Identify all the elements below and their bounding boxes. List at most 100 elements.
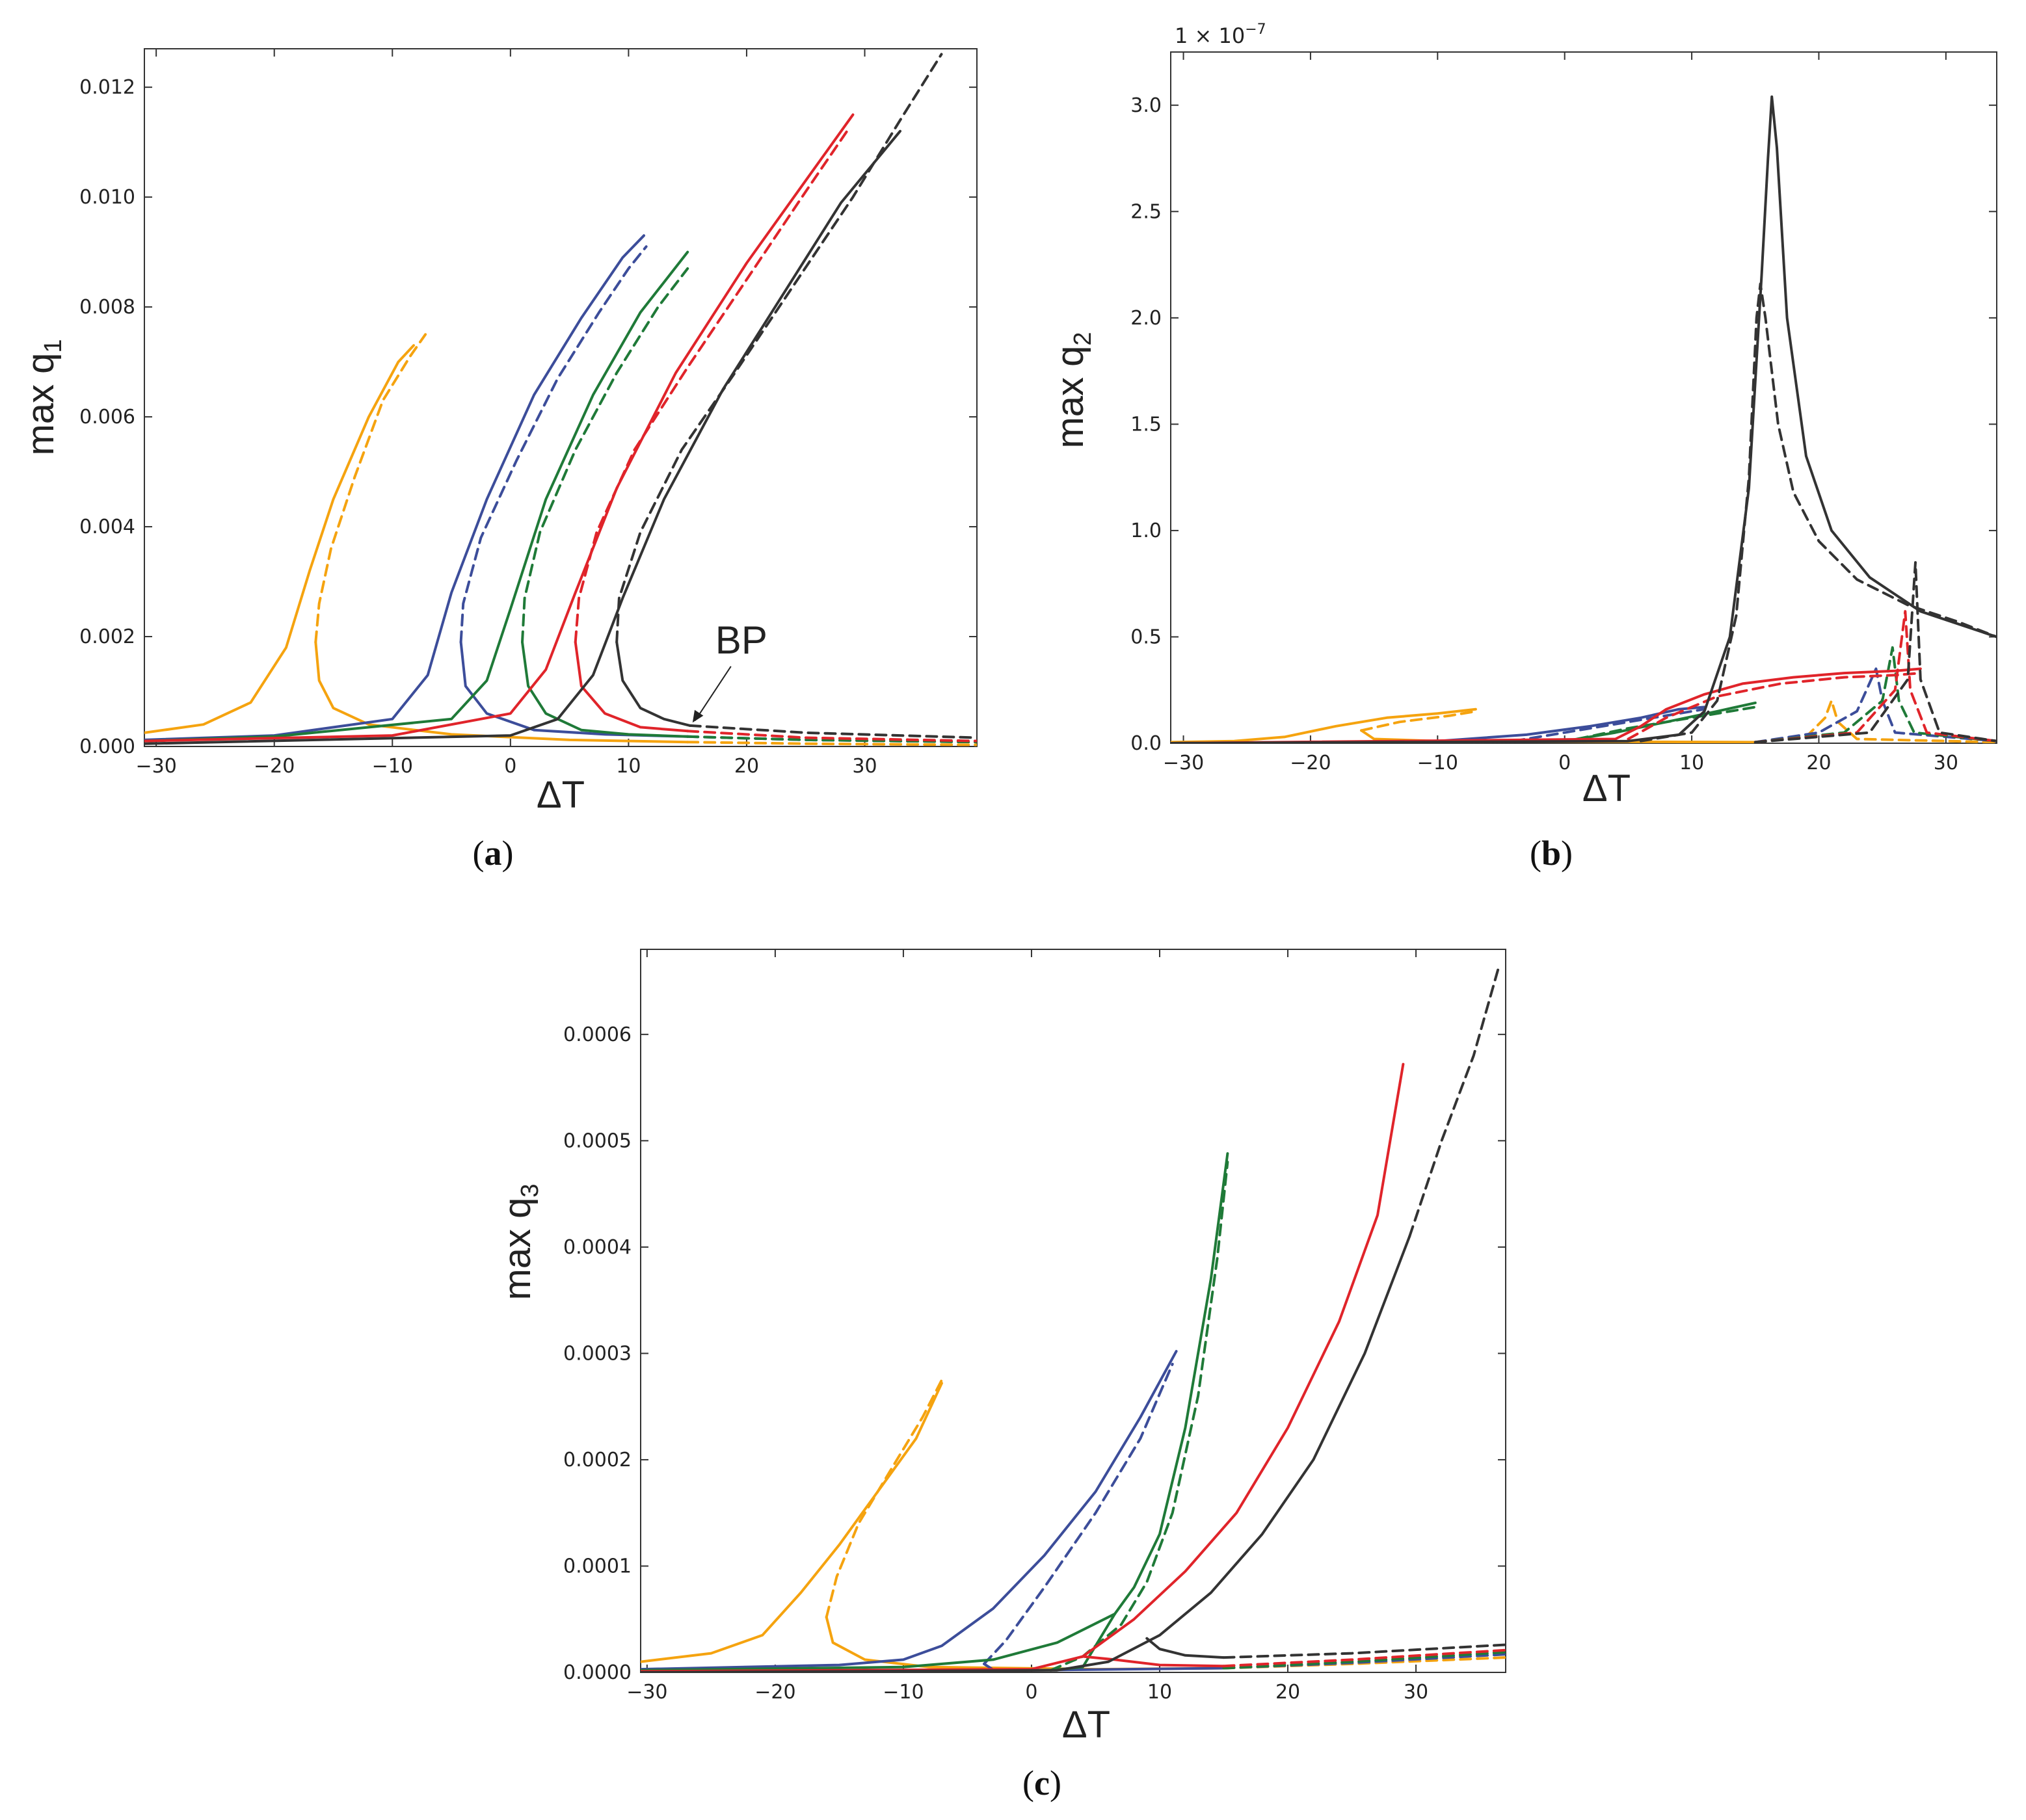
panel-b-xlabel: ΔT — [1582, 767, 1631, 810]
panel-a-ticks: −30 −20 −10 0 10 20 30 0.000 0.002 0.004 0.006 0.00… — [79, 49, 977, 778]
panel-b-exponent-power: −7 — [1245, 21, 1266, 38]
panel-c-xlabel: ΔT — [1062, 1704, 1110, 1746]
panel-b-curves — [1171, 95, 1997, 743]
panel-a-xlabel: ΔT — [537, 774, 585, 816]
panel-c-lines — [641, 964, 1506, 1672]
series-a-black-solid — [144, 129, 901, 745]
panel-c-xtick-label: 30 — [1404, 1681, 1428, 1704]
panel-b-ytick-label: 1.5 — [1130, 413, 1162, 436]
panel-b-ticks: −30 −20 −10 0 10 20 30 0.0 0.5 1.0 1.5 2.0 2.5 3.0 — [1130, 52, 1997, 774]
panel-a-caption: (a) — [473, 834, 514, 873]
series-a-red-dashed — [574, 129, 849, 644]
panel-b-frame — [1170, 51, 1997, 744]
panel-a-ytick-label: 0.012 — [79, 76, 135, 99]
series-c-blue-dashed — [983, 1362, 1174, 1665]
panel-a: −30 −20 −10 0 10 20 30 0.000 0.002 0.004 0.006 0.00… — [20, 48, 978, 873]
series-c-green-dashed — [1049, 1161, 1229, 1672]
panel-c-ylabel-main: max q — [496, 1198, 539, 1300]
series-b-black-solid — [1171, 95, 1997, 743]
series-b-orange-solid — [1171, 707, 1477, 743]
series-c-black-solid — [641, 1235, 1411, 1672]
panel-a-xtick-label: 20 — [734, 755, 759, 778]
panel-b-exponent: 1 × 10−7 — [1175, 21, 1266, 48]
panel-a-xtick-label: 0 — [504, 755, 516, 778]
series-a-red-lower-dashed — [686, 730, 977, 743]
bp-annotation: BP — [692, 618, 767, 723]
series-c-blue-solid — [641, 1350, 1178, 1671]
series-a-black-lower — [615, 640, 691, 727]
series-a-orange-dashed — [314, 333, 427, 644]
series-b-blue-peak-dashed — [1753, 667, 1997, 743]
panel-c-xtick-label: −30 — [626, 1681, 667, 1704]
series-c-black-lower-dashed — [1222, 1643, 1506, 1659]
series-a-blue-dashed — [459, 245, 648, 644]
series-a-green-lower — [521, 640, 689, 738]
panel-a-xtick-label: 10 — [616, 755, 641, 778]
panel-b-xtick-label: −10 — [1417, 752, 1458, 774]
panel-b-caption: (b) — [1530, 834, 1573, 873]
panel-b-exponent-base: 1 × 10 — [1175, 23, 1245, 48]
series-b-green-peak-dashed — [1753, 646, 1997, 743]
series-b-black-peak-dashed — [1753, 561, 1997, 743]
panel-b-ylabel-sub: 2 — [1069, 332, 1097, 345]
panel-b-xtick-label: −30 — [1163, 752, 1204, 774]
panel-b-ytick-label: 1.0 — [1130, 520, 1162, 542]
panel-a-ytick-label: 0.000 — [79, 735, 135, 758]
series-b-blue-dashed — [1512, 707, 1706, 743]
panel-b-xtick-label: −20 — [1290, 752, 1331, 774]
series-a-red-solid — [144, 113, 855, 743]
series-a-orange-lower — [314, 640, 689, 744]
series-b-red-dashed — [1627, 672, 1922, 741]
panel-c-ytick-label: 0.0002 — [563, 1449, 632, 1471]
series-b-black-dashed — [1639, 282, 1997, 743]
series-b-orange-dashed — [1360, 709, 1477, 732]
panel-a-xtick-label: −30 — [135, 755, 176, 778]
series-c-green-solid — [641, 1152, 1229, 1672]
series-c-red-solid — [641, 1062, 1405, 1672]
panel-a-ytick-label: 0.010 — [79, 186, 135, 209]
series-a-black-lower-dashed — [688, 724, 977, 739]
panel-c-ytick-label: 0.0000 — [563, 1661, 632, 1684]
series-c-red-lower — [1081, 1655, 1225, 1668]
series-b-red-solid — [1171, 667, 1922, 743]
series-a-red-lower — [574, 640, 689, 733]
series-c-orange-solid — [641, 1382, 943, 1663]
panel-c-caption: (c) — [1022, 1763, 1061, 1802]
panel-b-ytick-label: 2.0 — [1130, 307, 1162, 330]
panel-b-ytick-label: 2.5 — [1130, 200, 1162, 223]
panel-c-caption-letter: c — [1034, 1763, 1050, 1802]
panel-c-ytick-label: 0.0001 — [563, 1555, 632, 1577]
panel-b-xtick-label: 0 — [1558, 752, 1571, 774]
panel-c-ticks: −30 −20 −10 0 10 20 30 0.0000 0.0001 0.0002 0.0003… — [563, 949, 1506, 1704]
panel-c-ytick-label: 0.0006 — [563, 1023, 632, 1046]
panel-b-xtick-label: 10 — [1679, 752, 1704, 774]
panel-c-ylabel-sub: 3 — [516, 1183, 544, 1197]
panel-a-ytick-label: 0.006 — [79, 406, 135, 429]
panel-b-xtick-label: 30 — [1934, 752, 1958, 774]
panel-a-ylabel-main: max q — [20, 353, 62, 456]
panel-c: −30 −20 −10 0 10 20 30 0.0000 0.0001 0.0002 0.0003… — [496, 949, 1506, 1802]
panel-a-frame — [144, 48, 978, 747]
panel-c-xtick-label: −20 — [754, 1681, 795, 1704]
panel-b-xtick-label: 20 — [1806, 752, 1831, 774]
series-c-black-lower — [1145, 1637, 1225, 1659]
series-a-blue-solid — [144, 234, 645, 741]
panel-b-ytick-label: 3.0 — [1130, 94, 1162, 117]
panel-b: −30 −20 −10 0 10 20 30 0.0 0.5 1.0 1.5 2.0 2.5 3.0 1 … — [1049, 21, 1997, 873]
panel-b-ylabel-main: max q — [1049, 346, 1091, 449]
panel-b-caption-letter: b — [1541, 834, 1561, 873]
panel-b-lines — [1171, 95, 1997, 743]
panel-c-frame — [640, 949, 1506, 1673]
series-a-black-dashed — [615, 53, 943, 644]
bp-label: BP — [715, 618, 767, 662]
panel-a-xtick-label: −20 — [254, 755, 295, 778]
panel-c-xtick-label: 10 — [1147, 1681, 1172, 1704]
panel-a-ytick-label: 0.002 — [79, 626, 135, 648]
panel-c-ylabel: max q3 — [496, 1183, 544, 1300]
panel-a-curves — [144, 53, 977, 746]
series-c-orange-dashed — [825, 1378, 943, 1618]
series-a-orange-solid — [144, 344, 415, 734]
panel-a-lines — [144, 53, 977, 746]
panel-c-ytick-label: 0.0003 — [563, 1342, 632, 1365]
